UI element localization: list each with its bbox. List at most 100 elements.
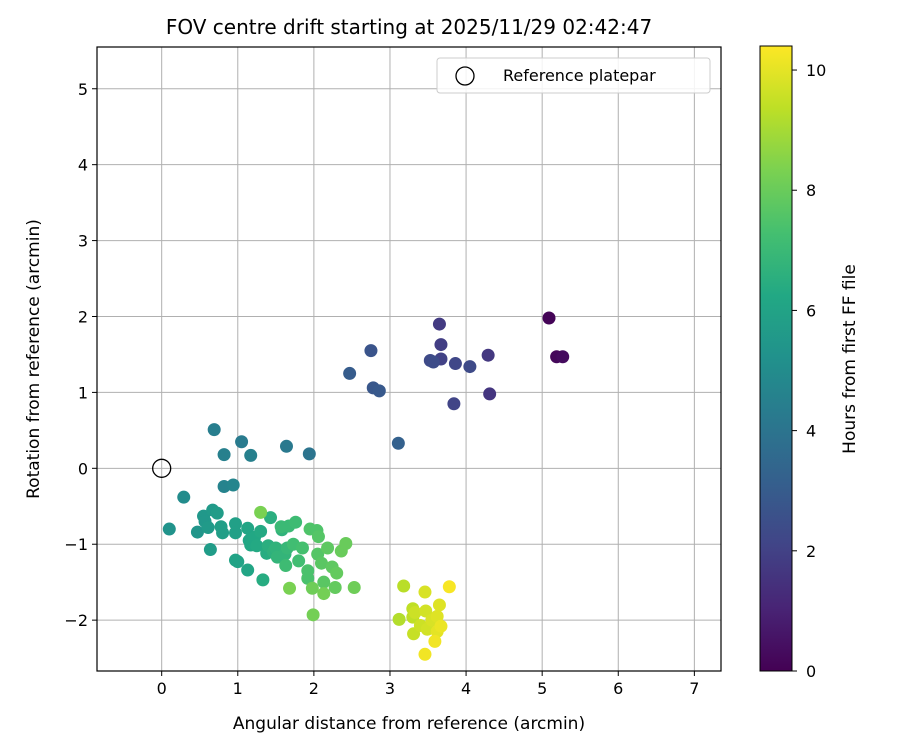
data-point [408,606,422,620]
data-point [418,647,432,661]
data-point [328,580,342,594]
y-tick-label: −2 [64,611,88,630]
data-point [463,360,477,374]
data-point [434,619,448,633]
x-tick-label: 6 [613,679,623,698]
data-point [306,608,320,622]
data-point [434,338,448,352]
y-tick-label: 2 [78,307,88,326]
data-point [428,634,442,648]
reference-platepar-marker [152,458,172,478]
data-point [254,505,268,519]
data-point [241,521,255,535]
colorbar-ticks: 0 2 4 6 8 10 [792,61,826,681]
x-tick-label: 3 [385,679,395,698]
colorbar-tick-label: 0 [806,662,816,681]
scatter-points [162,311,570,661]
data-point [162,522,176,536]
data-point [292,554,306,568]
x-tick-label: 0 [157,679,167,698]
data-point [228,517,242,531]
data-point [283,581,297,595]
data-point [207,423,221,437]
data-point [442,580,456,594]
data-point [203,543,217,557]
data-point [289,515,303,529]
data-point [481,348,495,362]
data-point [279,558,293,572]
y-tick-label: 4 [78,156,88,175]
data-point [305,581,319,595]
data-point [264,511,278,525]
data-point [217,448,231,462]
data-point [311,530,325,544]
colorbar-tick-label: 2 [806,542,816,561]
data-point [314,556,328,570]
x-axis-ticks: 0 1 2 3 4 5 6 7 [157,671,699,698]
data-point [279,439,293,453]
y-tick-label: 0 [78,459,88,478]
data-point [556,350,570,364]
legend-marker-icon [455,66,475,86]
colorbar-gradient [759,45,793,672]
data-point [210,506,224,520]
data-point [250,539,264,553]
data-point [201,521,215,535]
grid-lines [97,47,721,671]
data-point [256,573,270,587]
data-point [418,585,432,599]
data-point [235,435,249,449]
colorbar-label: Hours from first FF file [840,264,860,454]
data-point [339,536,353,550]
data-point [432,317,446,331]
y-axis-label: Rotation from reference (arcmin) [24,219,44,499]
data-point [347,580,361,594]
data-point [302,447,316,461]
data-point [419,604,433,618]
data-point [274,520,288,534]
x-tick-label: 2 [309,679,319,698]
data-point [226,478,240,492]
legend-box [436,57,711,94]
data-point [426,355,440,369]
x-axis-label: Angular distance from reference (arcmin) [233,714,585,734]
colorbar-tick-label: 4 [806,422,816,441]
data-point [216,526,230,540]
data-point [432,598,446,612]
data-point [397,579,411,593]
colorbar-tick-label: 6 [806,301,816,320]
data-point [343,366,357,380]
data-point [317,587,331,601]
y-axis-ticks: −2 −1 0 1 2 3 4 5 [64,80,97,630]
data-point [177,490,191,504]
data-point [241,563,255,577]
data-point [483,387,497,401]
y-tick-label: 3 [78,232,88,251]
data-point [190,525,204,539]
data-point [228,526,242,540]
data-point [542,311,556,325]
data-point [330,566,344,580]
data-point [244,448,258,462]
data-point [295,541,309,555]
x-tick-label: 7 [689,679,699,698]
x-tick-label: 5 [537,679,547,698]
data-point [317,575,331,589]
plot-frame [96,46,722,672]
data-point [430,609,444,623]
colorbar: 0 2 4 6 8 10 Hours from first FF file [759,45,860,681]
data-point [391,436,405,450]
y-tick-label: −1 [64,535,88,554]
legend: Reference platepar [436,57,711,94]
data-point [364,344,378,358]
y-tick-label: 5 [78,80,88,99]
colorbar-tick-label: 10 [806,61,826,80]
colorbar-tick-label: 8 [806,181,816,200]
data-point [231,555,245,569]
legend-label: Reference platepar [503,66,656,85]
data-point [372,384,386,398]
data-point [392,612,406,626]
y-tick-label: 1 [78,383,88,402]
data-point [447,397,461,411]
